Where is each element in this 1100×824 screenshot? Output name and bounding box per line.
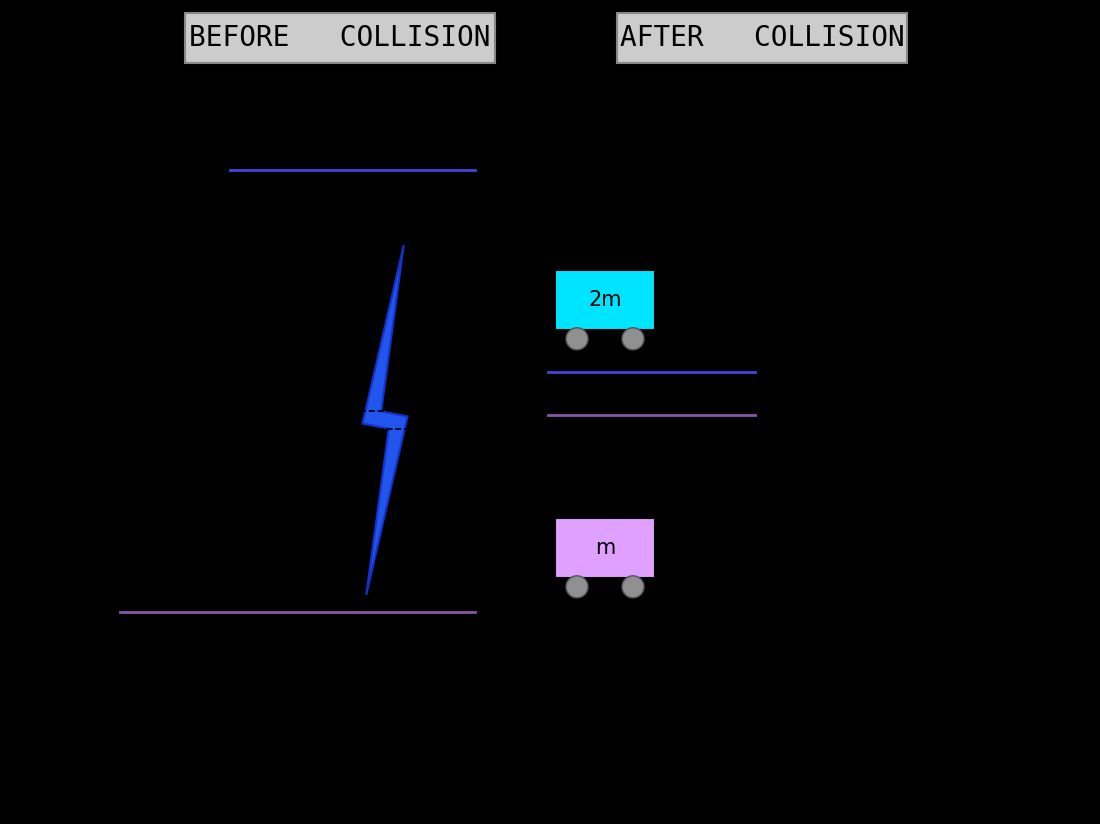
FancyBboxPatch shape	[556, 270, 654, 330]
Text: m: m	[595, 538, 615, 558]
Circle shape	[566, 576, 588, 597]
FancyBboxPatch shape	[185, 13, 495, 63]
FancyBboxPatch shape	[556, 518, 654, 578]
Polygon shape	[363, 245, 407, 595]
Text: 2m: 2m	[588, 290, 621, 310]
Circle shape	[621, 576, 643, 597]
Circle shape	[566, 328, 588, 350]
Circle shape	[621, 328, 643, 350]
Text: BEFORE   COLLISION: BEFORE COLLISION	[189, 24, 491, 52]
Text: AFTER   COLLISION: AFTER COLLISION	[619, 24, 904, 52]
FancyBboxPatch shape	[617, 13, 907, 63]
